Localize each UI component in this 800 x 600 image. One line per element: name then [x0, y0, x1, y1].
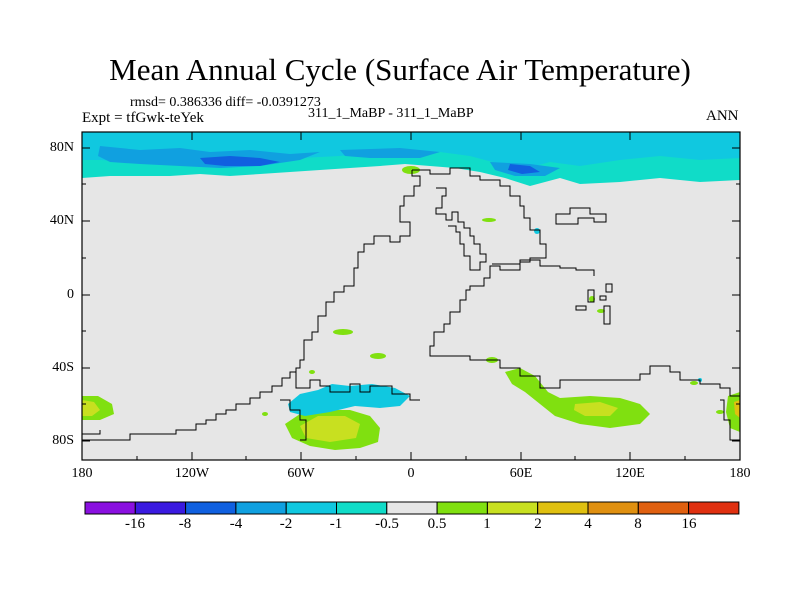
lon-label-180e: 180	[729, 466, 751, 481]
warm-spot-pacific-3	[716, 410, 724, 414]
southern-ocean-cool-drake	[288, 384, 410, 416]
colorbar-box	[386, 501, 438, 515]
arctic-cold-core-2	[508, 164, 540, 174]
colorbar-label: 4	[584, 516, 592, 532]
map-field	[82, 132, 740, 460]
plot-title: Mean Annual Cycle (Surface Air Temperatu…	[109, 52, 691, 87]
colorbar-box	[537, 501, 589, 515]
colorbar-box	[134, 501, 187, 515]
colorbar-box	[587, 501, 639, 515]
lon-label-120e: 120E	[615, 466, 645, 481]
colorbar-label: 0.5	[427, 516, 447, 532]
southern-ocean-warm-indian-core	[574, 402, 618, 416]
southern-ocean-warm-atlantic-core	[300, 416, 360, 442]
colorbar-label: -16	[125, 516, 145, 532]
colorbar-label: -4	[229, 516, 243, 532]
arctic-band-mid-2	[340, 148, 440, 158]
colorbar-box	[688, 501, 740, 515]
lon-label-0: 0	[407, 466, 415, 481]
colorbar-label: 16	[681, 516, 697, 532]
colorbar-label: -1	[329, 516, 343, 532]
warm-spot-south-pacific	[262, 412, 268, 416]
warm-spot-indonesia-2	[597, 309, 605, 313]
colorbar-box	[486, 501, 539, 515]
colorbar-box	[285, 501, 338, 515]
colorbar-box	[637, 501, 690, 515]
colorbar-box	[185, 501, 237, 515]
lat-label-eq: 0	[67, 287, 74, 302]
southern-ocean-warm-indian	[505, 368, 650, 428]
rmsd-diff-stats: rmsd= 0.386336 diff= -0.0391273	[130, 95, 321, 110]
warm-spot-southamerica	[333, 329, 353, 335]
lat-label-40s: 40S	[52, 360, 74, 375]
colorbar-label: 1	[483, 516, 491, 532]
colorbar-label: 2	[534, 516, 542, 532]
warm-spot-caspian	[482, 218, 496, 222]
colorbar-label: 8	[634, 516, 642, 532]
lon-label-60e: 60E	[509, 466, 533, 481]
colorbar-label: -8	[178, 516, 192, 532]
southern-ocean-warm-pacific-left-core	[82, 400, 100, 416]
continent-outlines	[82, 167, 740, 441]
colorbar-box	[436, 501, 488, 515]
season-label: ANN	[706, 108, 739, 124]
experiment-label: Expt = tfGwk-teYek	[82, 110, 204, 126]
lat-ticks	[82, 147, 740, 442]
cool-spot-himalaya	[534, 228, 540, 234]
lon-label-120w: 120W	[174, 466, 210, 481]
colorbar-box	[235, 501, 287, 515]
colorbar-label: -0.5	[375, 516, 399, 532]
warm-spot-greenland	[402, 166, 420, 174]
colorbar-label: -2	[279, 516, 293, 532]
run-comparison-label: 311_1_MaBP - 311_1_MaBP	[308, 106, 474, 121]
lon-label-60w: 60W	[287, 466, 315, 481]
lat-label-80n: 80N	[49, 140, 74, 155]
arctic-cold-core	[200, 156, 280, 166]
colorbar-box	[336, 501, 388, 515]
lon-ticks	[81, 132, 686, 460]
lon-label-180w: 180	[71, 466, 93, 481]
warm-spot-pacific-2	[690, 381, 698, 385]
lat-label-80s: 80S	[52, 433, 74, 448]
warm-spot-pacific	[309, 370, 315, 374]
colorbar-box	[84, 501, 136, 515]
colorbar	[84, 501, 740, 515]
lat-label-40n: 40N	[49, 213, 74, 228]
warm-spot-atlantic	[370, 353, 386, 359]
